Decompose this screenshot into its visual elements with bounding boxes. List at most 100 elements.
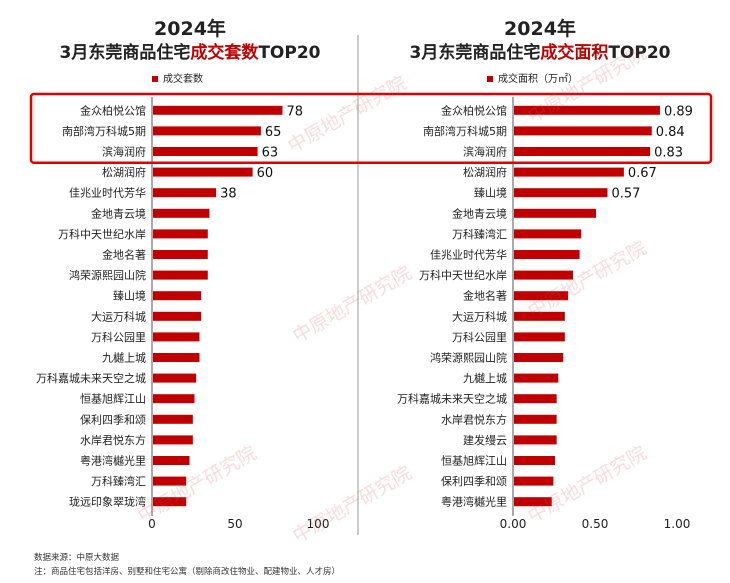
right-bar [514,435,557,445]
left-bar [153,208,210,218]
left-category-label: 金地名著 [102,248,146,262]
right-title-suffix: TOP20 [608,43,671,63]
left-value-label: 78 [286,104,303,119]
left-category-label: 水岸君悦东方 [80,433,146,447]
left-bar [153,353,200,362]
left-bar [153,270,208,280]
right-bar [514,373,559,383]
right-category-label: 金地名著 [463,289,507,303]
right-bar [514,105,660,115]
left-category-label: 珑远印象翠珑湾 [69,495,146,509]
right-legend-label: 成交面积（万㎡） [498,72,578,85]
right-bar [514,456,555,465]
right-bar [514,250,580,259]
left-legend-label: 成交套数 [163,72,203,85]
left-bar [153,394,195,404]
left-category-label: 臻山境 [113,289,146,303]
right-category-label: 松湖润府 [463,165,507,179]
right-bar [514,229,582,239]
left-category-label: 鸿荣源熙园山院 [69,268,146,282]
right-category-label: 保利四季和颂 [441,474,507,488]
right-category-label: 大运万科城 [452,309,507,323]
left-title: 3月东莞商品住宅成交套数TOP20 [20,38,360,63]
right-value-label: 0.84 [656,125,685,140]
right-value-label: 0.89 [664,104,693,119]
left-bar [153,291,202,301]
top3-highlight-box [29,92,713,165]
right-legend-swatch [487,76,493,82]
right-category-label: 鸿荣源熙园山院 [430,351,507,365]
left-value-label: 65 [265,125,282,140]
left-legend-swatch [152,76,158,82]
left-bar [153,147,258,156]
left-category-label: 万科臻湾汇 [91,474,146,488]
right-bar [514,147,651,156]
footnote: 注：商品住宅包括洋房、别墅和住宅公寓（剔除商改住物业、配建物业、人才房） [34,567,341,577]
right-bar [514,353,564,362]
right-category-label: 万科中天世纪水岸 [419,268,507,282]
left-bar [153,414,193,424]
right-category-label: 九樾上城 [463,371,507,385]
right-category-label: 滨海润府 [463,145,507,159]
left-category-label: 万科中天世纪水岸 [58,227,146,241]
left-bar [153,497,187,507]
right-category-label: 万科嘉城未来天空之城 [397,392,507,406]
left-value-label: 63 [262,146,279,161]
left-bar [153,167,253,177]
left-category-label: 万科嘉城未来天空之城 [36,371,146,385]
right-category-label: 粤港湾樾光里 [441,495,507,509]
right-category-label: 金众柏悦公馆 [441,103,507,117]
right-bar [514,167,624,177]
left-bar [153,229,208,239]
right-x-tick-label: 0.00 [500,517,527,531]
right-category-label: 万科臻湾汇 [452,227,507,241]
right-title-highlight: 成交面积 [540,43,609,63]
right-bar [514,270,574,280]
left-bar [153,435,193,445]
right-bar [514,126,652,136]
data-source-note: 数据来源：中原大数据 [34,553,120,563]
left-bar [153,105,283,115]
right-category-label: 金地青云境 [452,206,507,220]
right-category-label: 佳兆业时代芳华 [430,248,507,262]
left-bar [153,311,202,321]
right-title: 3月东莞商品住宅成交面积TOP20 [370,38,710,63]
right-category-label: 臻山境 [474,186,507,200]
right-x-tick-label: 0.50 [582,517,609,531]
left-category-label: 滨海润府 [102,145,146,159]
left-category-label: 万科公园里 [91,330,146,344]
right-bar [514,476,554,486]
left-category-label: 大运万科城 [91,309,146,323]
left-category-label: 保利四季和颂 [80,412,146,426]
right-bar [514,394,557,404]
right-title-prefix: 3月东莞商品住宅 [409,43,541,63]
left-category-label: 金众柏悦公馆 [80,103,146,117]
right-category-label: 万科公园里 [452,330,507,344]
left-bar [153,126,261,136]
right-bar [514,414,557,424]
right-bar [514,497,552,507]
right-category-label: 南部湾万科城5期 [423,124,507,138]
left-value-label: 38 [220,187,237,202]
left-value-label: 60 [257,166,274,181]
left-category-label: 南部湾万科城5期 [62,124,146,138]
left-category-label: 松湖润府 [102,165,146,179]
left-bar [153,373,197,383]
left-title-highlight: 成交套数 [190,43,259,63]
right-value-label: 0.67 [628,166,657,181]
left-category-label: 恒基旭辉江山 [80,392,146,406]
right-bar [514,188,608,198]
left-bar [153,332,200,342]
right-x-tick-label: 1.00 [664,517,691,531]
left-category-label: 佳兆业时代芳华 [69,186,146,200]
left-bar [153,476,187,486]
left-bar [153,188,217,198]
left-title-year: 2024年 [154,18,226,40]
right-value-label: 0.57 [611,187,640,202]
right-bar [514,332,565,342]
right-category-label: 水岸君悦东方 [441,412,507,426]
right-category-label: 恒基旭辉江山 [441,454,507,468]
right-category-label: 建发缦云 [463,433,507,447]
